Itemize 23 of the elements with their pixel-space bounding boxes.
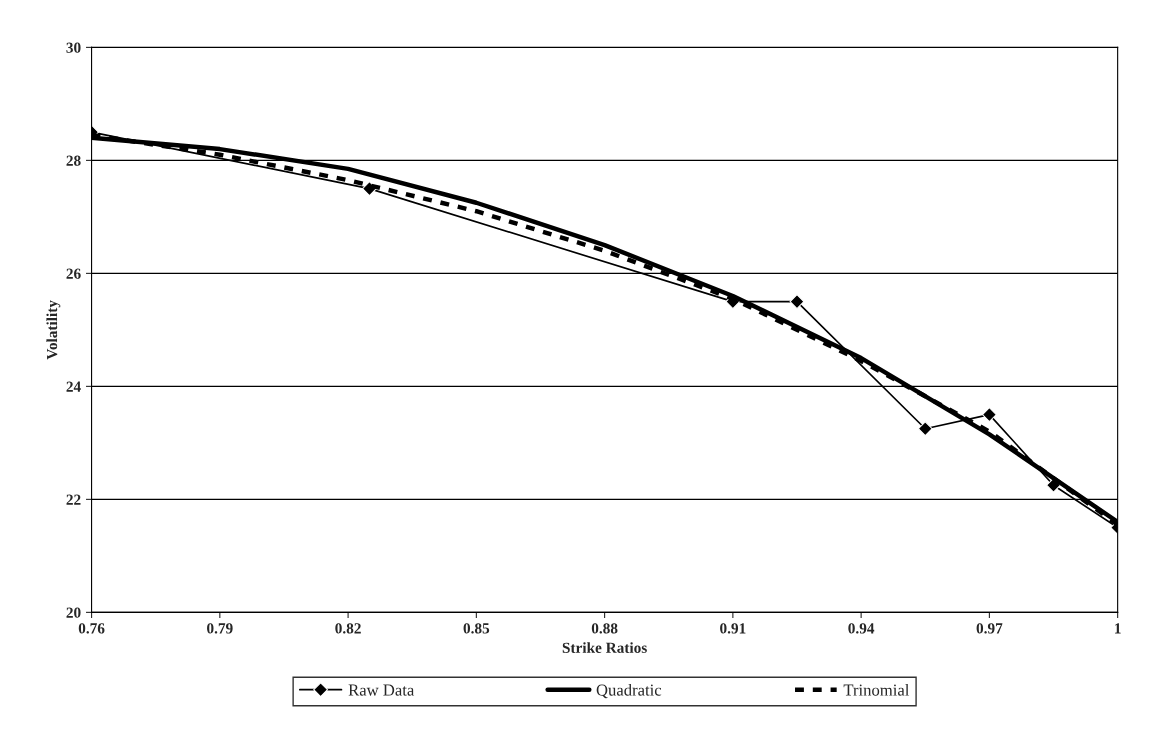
y-tick-label: 28 — [66, 155, 81, 166]
y-tick-label: 20 — [66, 607, 81, 618]
point — [917, 421, 933, 437]
x-tick-label: 0.94 — [848, 623, 875, 634]
x-tick-label: 0.76 — [78, 623, 105, 634]
y-axis-title: Volatility — [46, 300, 61, 360]
x-tick-label: 0.88 — [591, 623, 618, 634]
x-tick-label: 0.85 — [463, 623, 490, 634]
x-tick-label: 0.97 — [976, 623, 1003, 634]
y-tick-label: 26 — [66, 268, 81, 279]
legend-label: Trinomial — [843, 683, 910, 696]
x-tick-label: 1 — [1115, 623, 1121, 634]
x-axis-title: Strike Ratios — [562, 642, 647, 653]
point — [789, 294, 805, 310]
legend-label: Raw Data — [348, 684, 415, 696]
y-tick-label: 22 — [66, 494, 81, 505]
legend-label: Quadratic — [596, 683, 662, 699]
y-tick-label: 24 — [66, 381, 81, 392]
x-tick-label: 0.79 — [207, 623, 233, 634]
x-tick-label: 0.82 — [335, 623, 361, 634]
point — [981, 407, 997, 423]
y-tick-label: 30 — [66, 42, 81, 53]
x-tick-label: 0.91 — [720, 623, 746, 634]
